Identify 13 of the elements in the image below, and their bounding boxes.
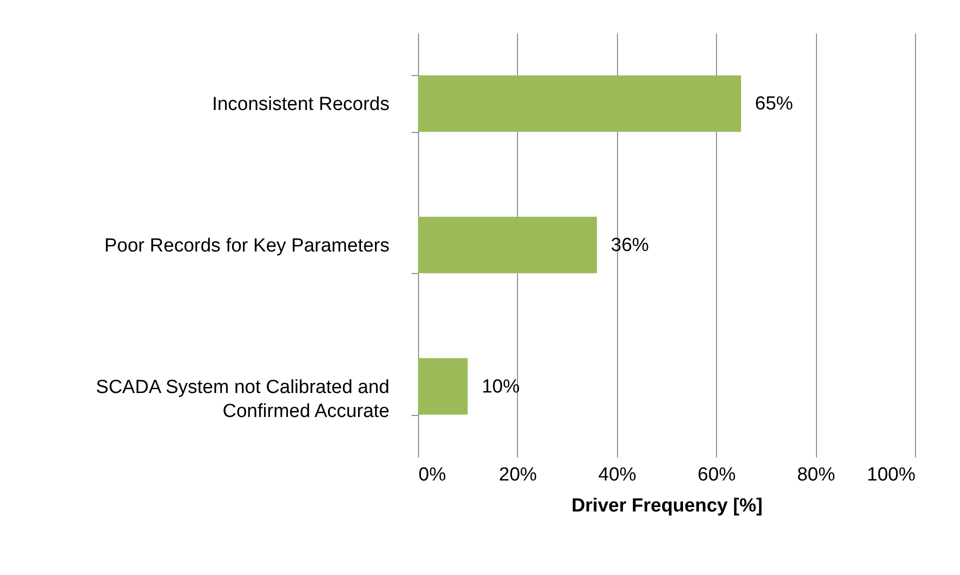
x-tick-label: 100% xyxy=(866,464,916,486)
x-tick-label: 40% xyxy=(598,464,636,486)
y-tick-label: Poor Records for Key Parameters xyxy=(104,236,390,256)
y-tick-label: SCADA System not Calibrated and Confirmed Accurate xyxy=(96,376,390,422)
x-tick-label: 0% xyxy=(418,464,446,486)
data-label: 65% xyxy=(755,94,794,115)
x-axis-title: Driver Frequency [%] xyxy=(571,496,763,516)
x-tick-label: 60% xyxy=(698,464,736,486)
x-tick-label: 20% xyxy=(498,464,538,486)
data-label: 36% xyxy=(610,235,650,256)
data-label: 10% xyxy=(482,376,520,398)
x-tick-label: 80% xyxy=(797,464,836,486)
y-tick-label: Inconsistent Records xyxy=(212,94,390,116)
